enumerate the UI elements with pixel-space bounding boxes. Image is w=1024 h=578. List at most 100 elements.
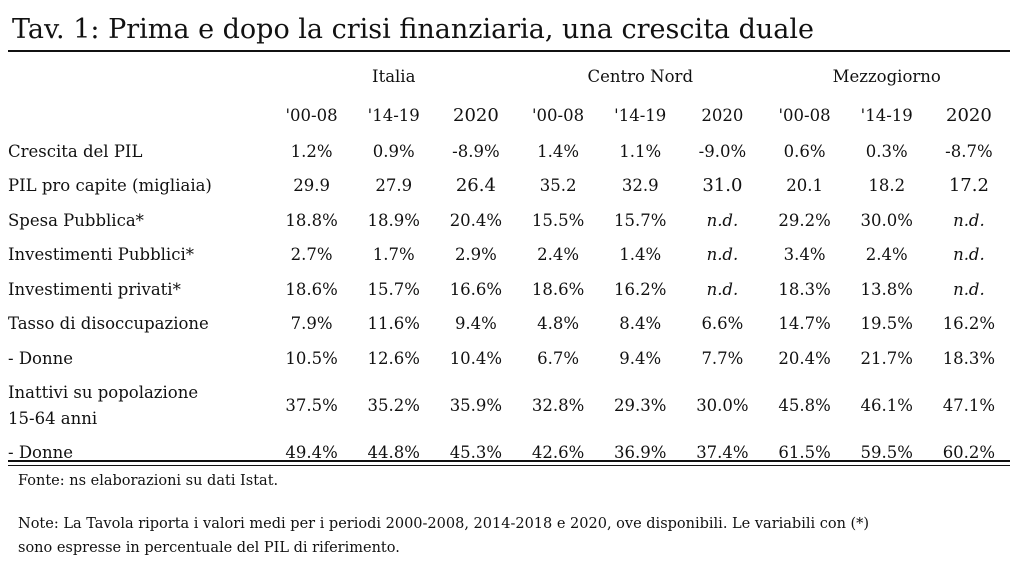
group-header-mezzogiorno: Mezzogiorno — [832, 66, 941, 86]
table-cell: 1.4% — [619, 245, 662, 265]
table-cell: 45.8% — [778, 396, 831, 415]
table-cell: 60.2% — [942, 443, 996, 463]
table-cell: 61.5% — [778, 443, 831, 463]
table-row-investimenti-privati: Investimenti privati* 18.6% 15.7% 16.6% … — [8, 272, 1010, 307]
table-cell: 20.1 — [786, 176, 823, 196]
table-cell: 17.2 — [948, 175, 989, 197]
table-cell: 14.7% — [778, 314, 831, 334]
period-header: '14-19 — [614, 105, 667, 125]
table-cell: 18.9% — [367, 210, 420, 230]
period-header: 2020 — [453, 104, 499, 126]
table-cell: 20.4% — [778, 348, 831, 368]
footnote-line: sono espresse in percentuale del PIL di … — [18, 540, 400, 556]
table-cell: 8.4% — [619, 314, 662, 334]
period-header: 2020 — [946, 104, 992, 126]
table-cell: 21.7% — [860, 348, 913, 368]
table-cell: 15.5% — [531, 210, 585, 230]
row-label-line: 15-64 anni — [8, 408, 98, 428]
table-cell: 46.1% — [860, 396, 913, 415]
table-cell: 18.6% — [531, 279, 585, 299]
table-cell: -9.0% — [698, 141, 747, 161]
table-cell: 6.6% — [701, 314, 744, 334]
corner-cell — [8, 56, 271, 96]
footnote: Note: La Tavola riporta i valori medi pe… — [18, 512, 1008, 560]
table-cell: 36.9% — [614, 443, 667, 463]
table-cell: 30.0% — [860, 210, 913, 230]
table-cell: 19.5% — [860, 314, 913, 334]
row-label: PIL pro capite (migliaia) — [8, 176, 212, 196]
table-cell: -8.9% — [452, 141, 500, 161]
group-header-italia: Italia — [372, 66, 416, 86]
table-cell: 44.8% — [367, 443, 420, 463]
period-header: '14-19 — [367, 105, 420, 125]
table-cell: 0.9% — [372, 141, 415, 161]
table-cell: 1.4% — [537, 141, 580, 161]
table-cell: 18.3% — [942, 348, 996, 368]
table-cell: 9.4% — [619, 348, 662, 368]
table-cell: 6.7% — [537, 348, 580, 368]
table-row-pil-pro-capite: PIL pro capite (migliaia) 29.9 27.9 26.4… — [8, 169, 1010, 204]
table-cell: 27.9 — [375, 176, 413, 196]
period-header: '00-08 — [285, 105, 338, 125]
table-cell: 35.2 — [539, 176, 577, 196]
table-cell: 16.6% — [449, 279, 503, 299]
table-cell: 15.7% — [614, 210, 667, 230]
row-label: Tasso di disoccupazione — [8, 314, 209, 334]
table-cell: 2.4% — [537, 245, 580, 265]
corner-cell — [8, 96, 271, 134]
table-row-investimenti-pubblici: Investimenti Pubblici* 2.7% 1.7% 2.9% 2.… — [8, 238, 1010, 273]
table-cell: 29.3% — [614, 396, 667, 415]
table-cell: 26.4 — [455, 175, 496, 197]
footnote-line: Note: La Tavola riporta i valori medi pe… — [18, 516, 870, 532]
row-label-line: Inattivi su popolazione — [8, 382, 199, 402]
table-cell: 7.9% — [290, 314, 333, 334]
table-row-crescita-pil: Crescita del PIL 1.2% 0.9% -8.9% 1.4% 1.… — [8, 134, 1010, 169]
table-cell: 11.6% — [367, 314, 420, 334]
table-cell: 29.9 — [293, 176, 330, 196]
bottom-double-rule — [8, 460, 1010, 466]
row-label: Inattivi su popolazione 15-64 anni — [8, 376, 271, 436]
table-row-inattivi: Inattivi su popolazione 15-64 anni 37.5%… — [8, 376, 1010, 436]
table-cell: 1.1% — [619, 141, 662, 161]
period-header: '14-19 — [860, 105, 913, 125]
table-cell: 10.5% — [285, 348, 338, 368]
table-cell: 2.4% — [865, 245, 908, 265]
table-cell: 13.8% — [860, 279, 913, 299]
table-cell: 2.7% — [290, 245, 333, 265]
table-cell: 37.4% — [696, 443, 749, 463]
group-header-centro-nord: Centro Nord — [587, 66, 694, 86]
table-cell: 20.4% — [449, 210, 503, 230]
table-cell: n.d. — [953, 210, 985, 230]
table-cell: 47.1% — [942, 396, 996, 415]
table-cell: 18.3% — [778, 279, 831, 299]
source-note: Fonte: ns elaborazioni su dati Istat. — [18, 473, 279, 489]
table-row-inattivi-donne: - Donne 49.4% 44.8% 45.3% 42.6% 36.9% 37… — [8, 436, 1010, 471]
table-cell: 16.2% — [614, 279, 667, 299]
table-cell: 32.8% — [531, 396, 585, 415]
table-cell: 9.4% — [454, 314, 497, 334]
table-cell: 59.5% — [860, 443, 913, 463]
period-header-row: '00-08 '14-19 2020 '00-08 '14-19 2020 '0… — [8, 96, 1010, 134]
table-cell: 0.3% — [865, 141, 908, 161]
row-label: - Donne — [8, 443, 74, 463]
row-label: Crescita del PIL — [8, 141, 143, 161]
period-header: 2020 — [701, 105, 744, 125]
table-cell: 35.2% — [367, 396, 420, 415]
table-cell: n.d. — [953, 279, 985, 299]
period-header: '00-08 — [532, 105, 585, 125]
row-label: - Donne — [8, 348, 74, 368]
row-label: Spesa Pubblica* — [8, 210, 144, 230]
table-cell: 7.7% — [701, 348, 744, 368]
table-cell: 37.5% — [285, 396, 338, 415]
table-row-tasso-disoccupazione: Tasso di disoccupazione 7.9% 11.6% 9.4% … — [8, 307, 1010, 342]
table-cell: n.d. — [953, 245, 985, 265]
table-cell: 29.2% — [778, 210, 831, 230]
table-cell: n.d. — [706, 279, 739, 299]
table-row-spesa-pubblica: Spesa Pubblica* 18.8% 18.9% 20.4% 15.5% … — [8, 203, 1010, 238]
table-cell: 16.2% — [942, 314, 996, 334]
table-cell: 3.4% — [783, 245, 826, 265]
group-header-row: Italia Centro Nord Mezzogiorno — [8, 56, 1010, 96]
table-cell: 31.0 — [702, 175, 743, 197]
table-cell: 32.9 — [621, 176, 659, 196]
